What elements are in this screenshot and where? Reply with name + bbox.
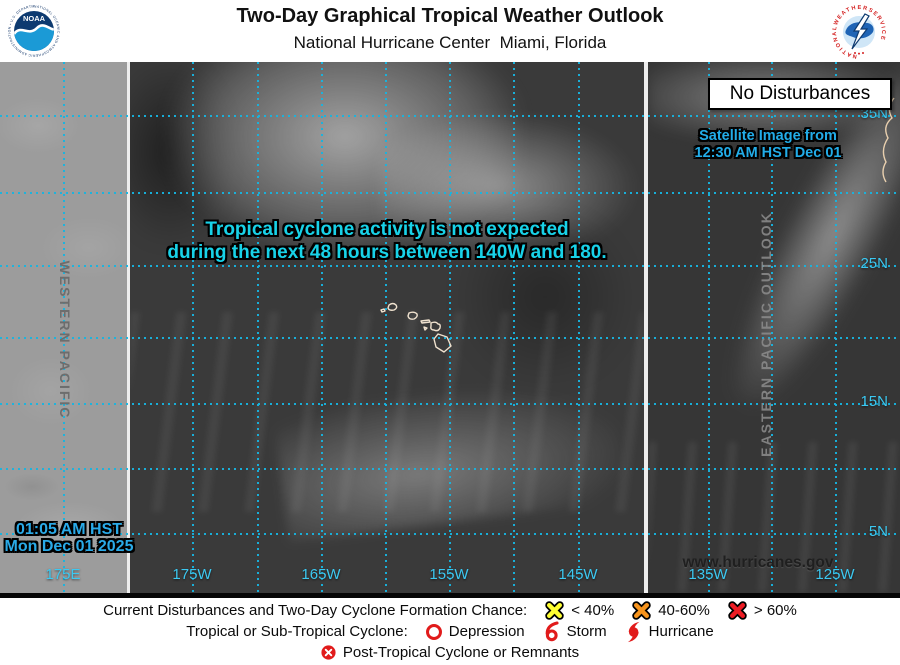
longitude-label: 165W bbox=[301, 566, 341, 583]
hurricane-icon bbox=[627, 621, 640, 642]
satellite-caption: Satellite Image from 12:30 AM HST Dec 01 bbox=[694, 128, 842, 161]
outlook-headline: Tropical cyclone activity is not expecte… bbox=[167, 219, 607, 263]
post-tropical-icon bbox=[321, 645, 336, 660]
no-disturbances-box: No Disturbances bbox=[708, 78, 892, 110]
header: NATIONAL OCEANIC AND ATMOSPHERIC ADMINIS… bbox=[0, 0, 900, 62]
noaa-logo-icon: NATIONAL OCEANIC AND ATMOSPHERIC ADMINIS… bbox=[4, 0, 62, 64]
latitude-label: 25N bbox=[860, 254, 888, 272]
grid-line-v bbox=[835, 62, 837, 593]
grid-layer: 175E 175W 165W 155W 145W 135W 125W 35N 25N 15N 5N bbox=[0, 62, 900, 593]
website-watermark: www.hurricanes.gov bbox=[682, 554, 834, 571]
post-tropical-item: Post-Tropical Cyclone or Remnants bbox=[321, 644, 579, 661]
latitude-label: 5N bbox=[868, 522, 888, 540]
grid-line-v bbox=[63, 62, 65, 593]
high-chance-item: > 60% bbox=[728, 601, 797, 620]
medium-chance-item: 40-60% bbox=[632, 601, 710, 620]
grid-line-v bbox=[257, 62, 259, 593]
grid-line-v bbox=[192, 62, 194, 593]
formation-label: Current Disturbances and Two-Day Cyclone… bbox=[103, 602, 528, 619]
longitude-label: 135W bbox=[688, 566, 728, 583]
longitude-label: 145W bbox=[558, 566, 598, 583]
cyclone-row: Tropical or Sub-Tropical Cyclone: Depres… bbox=[0, 621, 900, 643]
140w-divider bbox=[644, 62, 648, 593]
map-bottom-edge bbox=[0, 593, 900, 598]
depression-icon bbox=[425, 623, 442, 640]
grid-line-v bbox=[771, 62, 773, 593]
page-subtitle: National Hurricane Center Miami, Florida bbox=[293, 33, 607, 52]
dateline-divider bbox=[127, 62, 130, 593]
post-tropical-row: Post-Tropical Cyclone or Remnants bbox=[0, 643, 900, 663]
latitude-label: 15N bbox=[860, 392, 888, 410]
issuance-time: 01:05 AM HST Mon Dec 01 2025 bbox=[4, 521, 134, 555]
svg-text:NOAA: NOAA bbox=[23, 14, 46, 23]
longitude-label: 175E bbox=[45, 566, 81, 583]
medium-chance-x-icon bbox=[632, 601, 651, 620]
longitude-label: 125W bbox=[815, 566, 855, 583]
grid-line-v bbox=[449, 62, 451, 593]
hurricane-item: Hurricane bbox=[625, 621, 714, 643]
high-chance-x-icon bbox=[728, 601, 747, 620]
longitude-label: 175W bbox=[172, 566, 212, 583]
low-chance-item: < 40% bbox=[545, 601, 614, 620]
satellite-map: 175E 175W 165W 155W 145W 135W 125W 35N 25N 15N 5N … bbox=[0, 62, 900, 598]
depression-item: Depression bbox=[425, 623, 525, 640]
cyclone-label: Tropical or Sub-Tropical Cyclone: bbox=[186, 623, 408, 640]
western-pacific-label: WESTERN PACIFIC bbox=[57, 260, 73, 420]
nws-logo-icon: N A T I O N A L W E A T H E R S E R V I … bbox=[828, 3, 890, 66]
hawaiian-islands bbox=[380, 302, 452, 353]
storm-item: Storm bbox=[543, 621, 607, 642]
grid-line-v bbox=[321, 62, 323, 593]
eastern-pacific-label: EASTERN PACIFIC OUTLOOK bbox=[758, 211, 774, 457]
low-chance-x-icon bbox=[545, 601, 564, 620]
grid-line-v bbox=[513, 62, 515, 593]
grid-line-v bbox=[578, 62, 580, 593]
grid-line-v bbox=[708, 62, 710, 593]
coastline bbox=[882, 97, 895, 183]
page-title: Two-Day Graphical Tropical Weather Outlo… bbox=[236, 5, 664, 27]
legend: Current Disturbances and Two-Day Cyclone… bbox=[0, 598, 900, 665]
tropical-storm-icon bbox=[545, 621, 559, 642]
formation-row: Current Disturbances and Two-Day Cyclone… bbox=[0, 601, 900, 621]
grid-line-v bbox=[385, 62, 387, 593]
longitude-label: 155W bbox=[429, 566, 469, 583]
